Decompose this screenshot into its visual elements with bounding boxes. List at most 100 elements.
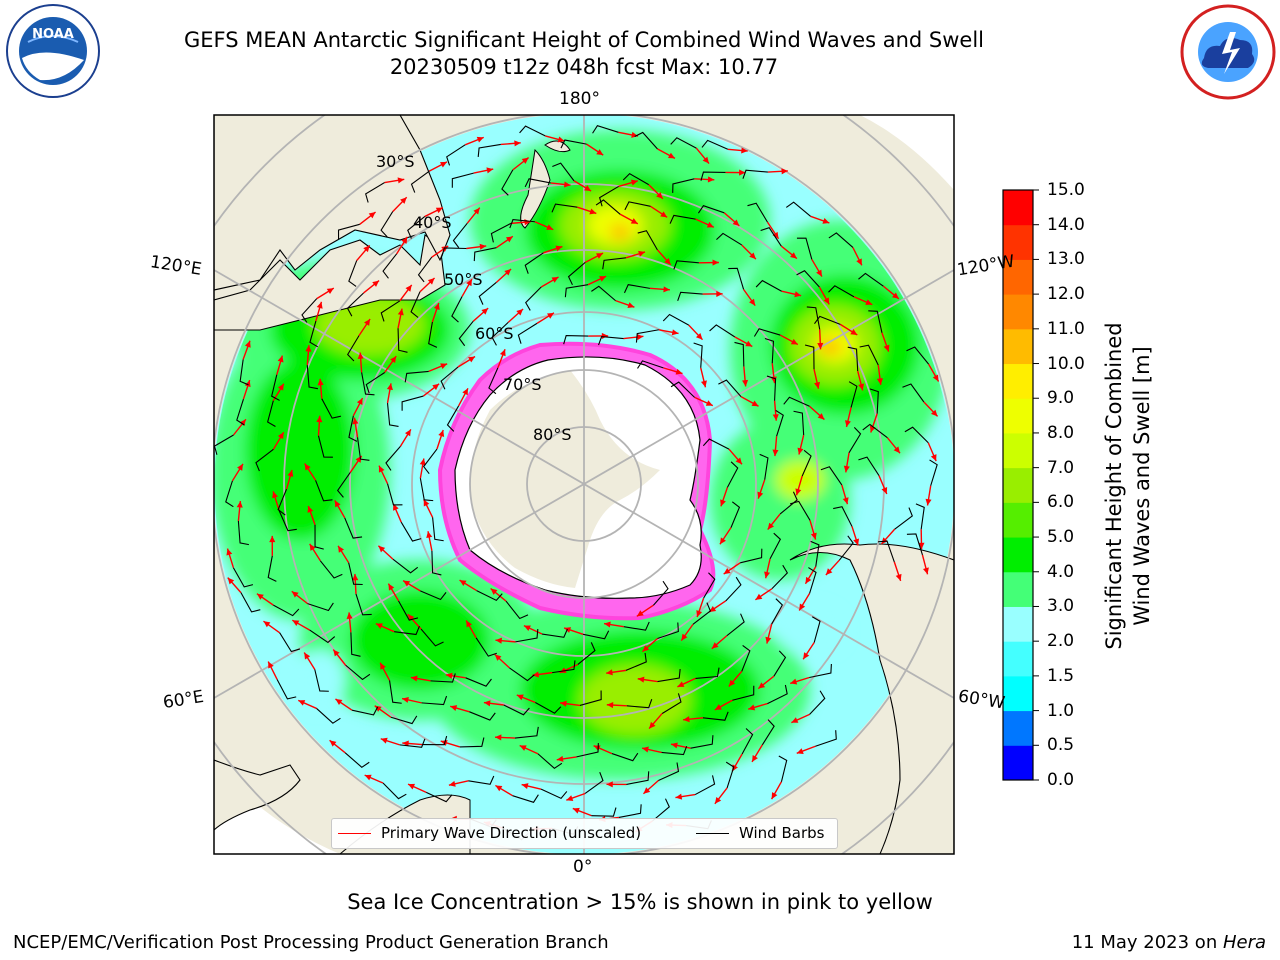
wind-barb: [692, 602, 712, 625]
wave-direction-arrowhead: [716, 290, 723, 297]
wind-barb: [657, 668, 681, 683]
wave-direction-arrowhead: [432, 383, 440, 391]
wind-barb: [702, 438, 730, 450]
wind-barb: [753, 328, 781, 337]
wind-barb: [525, 286, 542, 311]
wind-barb: [426, 791, 453, 803]
wind-barb: [582, 630, 610, 640]
colorbar-swatch: [1003, 745, 1033, 781]
wind-barb: [488, 367, 499, 395]
wind-barb: [564, 284, 589, 298]
wave-direction-arrowhead: [521, 783, 529, 790]
wave-direction-arrowhead: [706, 221, 714, 228]
wave-direction-arrowhead: [757, 491, 764, 499]
wind-barb: [771, 598, 784, 625]
wave-direction-arrowhead: [881, 537, 888, 545]
noaa-logo: NOAA: [4, 2, 102, 104]
wind-barb: [741, 645, 751, 672]
wave-direction-arrowhead: [584, 185, 592, 192]
wind-barb: [365, 372, 385, 394]
wave-direction-arrowhead: [397, 177, 405, 184]
colorbar-tick-label: 9.0: [1047, 388, 1075, 409]
colorbar-title-line2: Wind Waves and Swell [m]: [1130, 346, 1154, 626]
wave-direction-arrowhead: [637, 676, 645, 683]
wind-barb: [718, 379, 742, 397]
wind-barb: [407, 216, 426, 239]
wind-barb: [524, 252, 544, 274]
wave-direction-arrowhead: [814, 381, 821, 389]
wave-direction-arrowhead: [356, 398, 363, 406]
wind-barb: [441, 247, 467, 257]
wind-barb: [345, 664, 371, 681]
wind-barb: [398, 600, 419, 621]
colorbar-swatch: [1003, 363, 1033, 399]
wind-barb: [653, 580, 669, 606]
wind-barb: [591, 285, 616, 302]
wind-barb: [929, 459, 938, 486]
wind-barb: [346, 292, 364, 317]
wave-direction-arrowhead: [334, 500, 341, 508]
wave-direction-arrowhead: [401, 236, 408, 244]
wind-barb: [505, 600, 529, 620]
wind-barb: [709, 324, 736, 338]
wave-direction-arrowhead: [519, 745, 527, 751]
wind-barb: [560, 139, 587, 149]
national-weather-service-logo: [1178, 2, 1278, 106]
colorbar-swatch: [1003, 224, 1033, 260]
wind-barb: [476, 590, 503, 602]
wind-barb: [815, 730, 837, 747]
wind-barb: [337, 223, 360, 240]
wave-direction-arrowhead: [269, 535, 276, 543]
wind-barb: [390, 715, 418, 725]
wave-direction-arrowhead: [741, 147, 748, 154]
wind-barb: [240, 592, 261, 613]
wave-direction-arrowhead: [627, 302, 635, 308]
wave-direction-arrowhead: [410, 675, 418, 682]
wave-direction-arrowhead: [523, 625, 531, 632]
wind-barb: [775, 409, 784, 437]
wave-direction-arrowhead: [681, 633, 688, 641]
wind-barb: [624, 201, 651, 211]
wind-barb: [382, 782, 407, 800]
wave-direction-arrowhead: [931, 409, 938, 417]
wave-direction-arrowhead: [277, 383, 284, 391]
wind-barb: [766, 375, 777, 401]
wind-barb: [783, 396, 810, 407]
wave-direction-arrowhead: [636, 610, 644, 617]
wave-direction-arrowhead: [842, 497, 849, 505]
wave-direction-arrowhead: [825, 568, 833, 576]
wind-barb: [764, 337, 775, 364]
wind-barb: [422, 448, 438, 474]
wind-barbs: [214, 125, 938, 841]
colorbar-tick-label: 5.0: [1047, 527, 1075, 548]
wave-direction-arrowhead: [305, 345, 312, 352]
wind-barb: [307, 602, 334, 612]
wave-direction-arrowhead: [865, 299, 873, 305]
wind-barb: [385, 446, 401, 471]
wind-barb: [389, 680, 402, 704]
wave-direction-arrowhead: [642, 746, 649, 753]
colorbar-swatch: [1003, 675, 1033, 712]
wind-barb: [503, 704, 530, 716]
wave-direction-arrowhead: [551, 277, 559, 283]
wind-barb: [801, 449, 812, 477]
wind-barb: [626, 771, 650, 785]
footer-date-text: 11 May 2023 on: [1071, 932, 1223, 953]
wind-barb: [314, 524, 324, 550]
colorbar-tick-label: 2.0: [1047, 631, 1075, 652]
wind-barb: [458, 320, 474, 347]
wave-direction-arrowhead: [695, 333, 703, 340]
wave-direction-arrowhead: [720, 499, 726, 507]
lat-label-80s: 80°S: [533, 425, 572, 444]
wave-direction-arrowhead: [925, 498, 932, 506]
wind-barb: [626, 699, 653, 709]
wind-barb: [652, 798, 670, 822]
map-area: [214, 115, 954, 854]
wave-direction-arrowhead: [745, 340, 753, 347]
wave-direction-arrowhead: [707, 176, 715, 183]
wind-barb: [255, 448, 274, 472]
wave-direction-arrowhead: [277, 355, 284, 363]
wave-direction-arrowhead: [791, 717, 799, 723]
wind-barb: [847, 346, 859, 372]
wave-direction-arrowhead: [790, 338, 798, 345]
